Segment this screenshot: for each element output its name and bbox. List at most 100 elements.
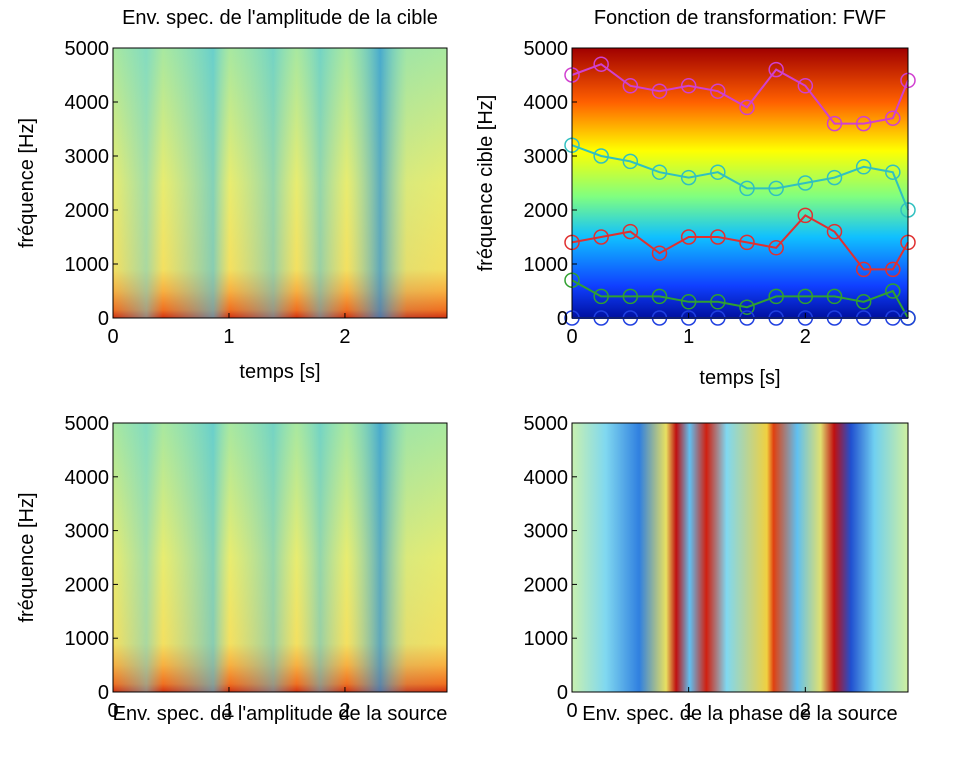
axes-frame — [571, 47, 909, 319]
track-point — [855, 294, 872, 310]
y-tick-label: 0 — [557, 308, 568, 330]
track-point — [680, 294, 697, 310]
track-point — [885, 110, 901, 126]
track-point — [593, 56, 609, 72]
track-point — [622, 223, 639, 240]
axes-frame — [112, 422, 448, 693]
y-tick-label: 3000 — [524, 146, 569, 168]
y-tick-label: 5000 — [65, 413, 110, 435]
track-point — [739, 299, 755, 315]
chart-title: Env. spec. de l'amplitude de la cible — [122, 7, 438, 29]
track-point — [826, 169, 843, 186]
x-tick-label: 2 — [339, 326, 350, 348]
y-tick-label: 2000 — [524, 200, 569, 222]
x-tick-label: 2 — [339, 700, 350, 722]
track-point — [768, 180, 784, 197]
track-point — [680, 169, 697, 186]
y-tick-label: 5000 — [524, 413, 569, 435]
x-tick-label: 1 — [683, 326, 694, 348]
track-point — [797, 175, 814, 191]
x-tick-label: 0 — [566, 700, 577, 722]
y-tick-label: 4000 — [524, 467, 569, 489]
track-point — [855, 115, 872, 132]
track-line — [571, 214, 909, 271]
chart-title: Fonction de transformation: FWF — [594, 7, 886, 29]
track-point — [593, 229, 609, 245]
track-point — [768, 288, 784, 305]
track-point — [768, 61, 784, 78]
y-tick-label: 1000 — [65, 628, 110, 650]
track-point — [797, 207, 814, 224]
x-tick-label: 0 — [107, 700, 118, 722]
track-point — [710, 83, 726, 99]
track-point — [622, 78, 639, 94]
y-tick-label: 5000 — [524, 38, 569, 60]
y-tick-label: 2000 — [65, 574, 110, 596]
y-tick-label: 3000 — [65, 521, 110, 543]
track-line — [571, 144, 909, 211]
track-point — [885, 261, 901, 278]
x-tick-label: 1 — [683, 700, 694, 722]
y-axis-label: fréquence [Hz] — [16, 492, 38, 622]
x-tick-label: 2 — [800, 700, 811, 722]
y-tick-label: 3000 — [65, 146, 110, 168]
track-point — [593, 288, 609, 305]
track-point — [593, 148, 609, 164]
track-point — [739, 234, 755, 251]
track-point — [710, 229, 726, 245]
y-tick-label: 1000 — [524, 628, 569, 650]
x-tick-label: 1 — [223, 700, 234, 722]
x-tick-label: 0 — [107, 326, 118, 348]
track-point — [651, 245, 668, 261]
y-tick-label: 1000 — [65, 254, 110, 276]
y-axis-label: fréquence cible [Hz] — [475, 95, 497, 272]
track-point — [826, 288, 843, 305]
y-tick-label: 2000 — [524, 574, 569, 596]
spectrogram-image — [572, 48, 908, 318]
track-point — [885, 164, 901, 180]
y-axis-label: fréquence [Hz] — [16, 118, 38, 248]
track-point — [855, 261, 872, 278]
track-point — [651, 83, 668, 99]
track-point — [826, 115, 843, 132]
track-point — [826, 223, 843, 240]
axes-frame — [571, 422, 909, 693]
x-tick-label: 2 — [800, 326, 811, 348]
track-point — [797, 78, 814, 94]
x-tick-label: 1 — [223, 326, 234, 348]
x-tick-label: 0 — [566, 326, 577, 348]
track-point — [768, 240, 784, 256]
track-point — [680, 229, 697, 245]
x-axis-label: Env. spec. de l'amplitude de la source — [113, 703, 448, 725]
track-point — [855, 159, 872, 175]
x-axis-label: temps [s] — [239, 361, 320, 383]
axes-frame — [112, 47, 448, 319]
track-point — [885, 283, 901, 299]
spectrogram-image — [113, 48, 447, 318]
track-point — [651, 288, 668, 305]
track-point — [622, 288, 639, 305]
y-tick-label: 1000 — [524, 254, 569, 276]
y-tick-label: 4000 — [65, 92, 110, 114]
y-tick-label: 0 — [98, 682, 109, 704]
spectrogram-image — [572, 423, 908, 692]
track-point — [680, 78, 697, 94]
track-point — [622, 153, 639, 170]
y-tick-label: 0 — [98, 308, 109, 330]
track-point — [797, 288, 814, 305]
track-point — [710, 164, 726, 180]
x-axis-label: Env. spec. de la phase de la source — [582, 703, 897, 725]
track-point — [739, 180, 755, 197]
spectrogram-image — [113, 423, 447, 692]
y-tick-label: 0 — [557, 682, 568, 704]
y-tick-label: 5000 — [65, 38, 110, 60]
y-tick-label: 3000 — [524, 521, 569, 543]
track-line — [571, 279, 909, 319]
y-tick-label: 2000 — [65, 200, 110, 222]
track-point — [651, 164, 668, 180]
track-point — [739, 99, 755, 116]
y-tick-label: 4000 — [65, 467, 110, 489]
y-tick-label: 4000 — [524, 92, 569, 114]
track-point — [710, 294, 726, 310]
